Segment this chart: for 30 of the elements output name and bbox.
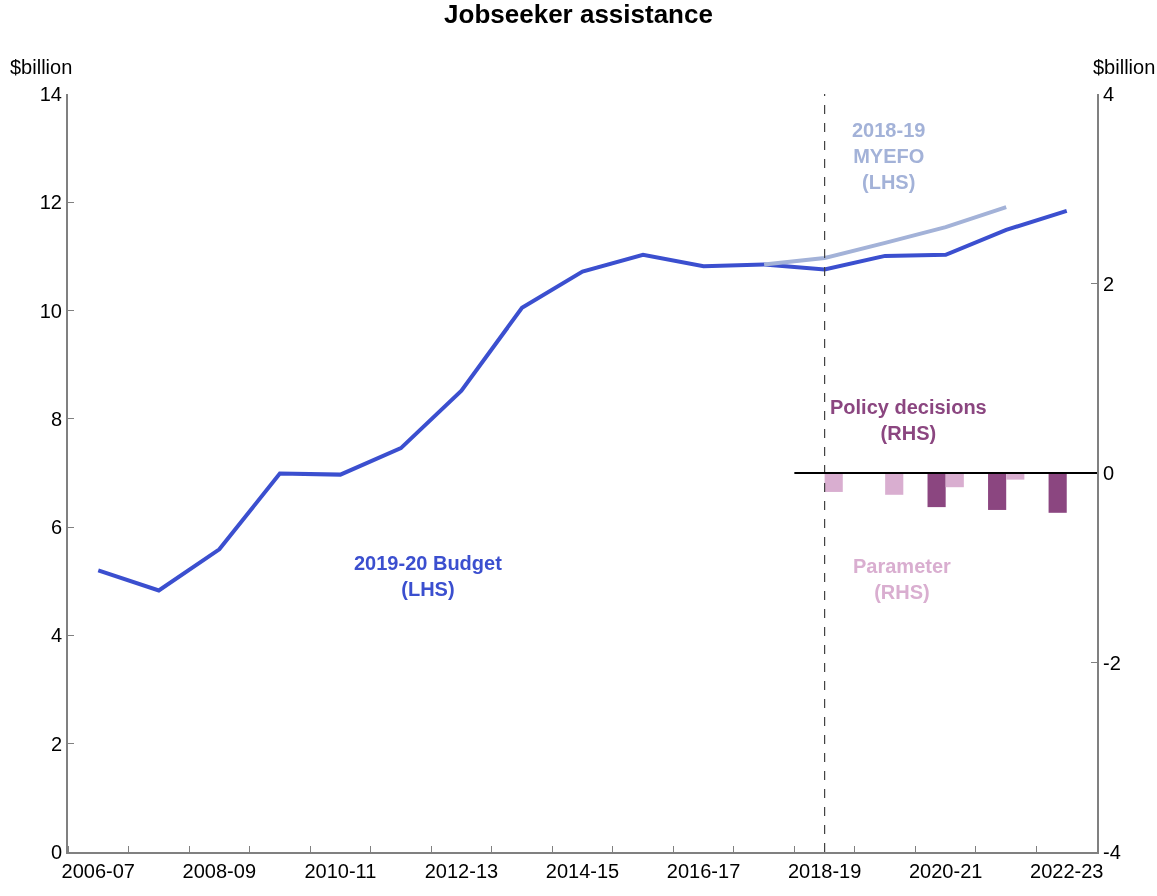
y-tick-label: 10 [39,299,62,322]
x-tick-label: 2018-19 [787,860,862,882]
y-tick-label: 12 [39,191,62,214]
line-series [762,205,1009,267]
x-tick-label: 2010-11 [304,860,377,882]
series-label: 2018-19 MYEFO (LHS) [852,119,926,193]
y2-tick-label: 0 [1103,462,1115,484]
y-tick-label: 6 [50,516,62,539]
y-tick-label: 0 [50,841,62,863]
y2-axis-title: $billion [1093,56,1156,78]
x-tick-label: 2008-09 [182,860,257,882]
x-tick-label: 2012-13 [424,860,499,882]
text: 2019-20 Budget (LHS) [354,552,503,600]
y-tick-label: 14 [39,83,62,105]
y-tick-label: 8 [50,407,62,430]
y-axis-title: $billion [10,56,73,78]
x-tick-label: 2022-23 [1030,860,1104,882]
y2-tick-label: 2 [1103,272,1115,295]
y2-tick-label: 4 [1103,83,1115,105]
series-label: Policy decisions (RHS) [830,396,987,444]
y-tick-label: 2 [50,732,62,755]
chart-title: Jobseeker assistance [444,0,713,29]
x-tick-label: 2020-21 [908,860,983,882]
y-tick-label: 4 [50,624,62,647]
y2-tick-label: -4 [1103,841,1121,863]
y2-tick-label: -2 [1103,651,1121,674]
text: Parameter (RHS) [853,555,952,603]
x-tick-label: 2014-15 [545,860,620,882]
x-tick-label: 2016-17 [666,860,741,882]
x-tick-label: 2006-07 [61,860,135,882]
